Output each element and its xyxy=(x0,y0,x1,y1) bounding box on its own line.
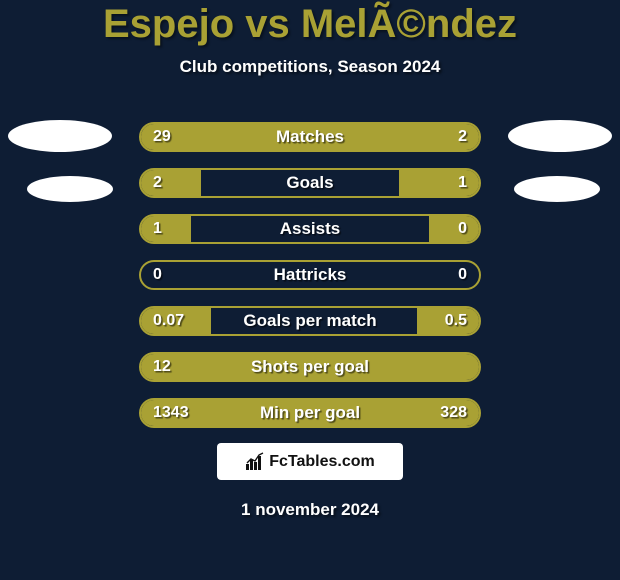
stat-row: 0.070.5Goals per match xyxy=(139,306,481,336)
avatar-ellipse xyxy=(8,120,112,152)
stat-row: 21Goals xyxy=(139,168,481,198)
stat-fill-right xyxy=(429,216,479,242)
comparison-subtitle: Club competitions, Season 2024 xyxy=(0,57,620,77)
stat-value-left: 1343 xyxy=(153,404,189,422)
player-right-avatar-group xyxy=(500,120,620,202)
avatar-ellipse xyxy=(514,176,600,202)
stat-row: 12Shots per goal xyxy=(139,352,481,382)
stat-value-right: 0 xyxy=(458,220,467,238)
brand-badge: FcTables.com xyxy=(217,443,403,480)
bar-chart-icon xyxy=(245,452,267,472)
stat-label: Hattricks xyxy=(141,265,479,285)
stat-row: 292Matches xyxy=(139,122,481,152)
stat-value-right: 1 xyxy=(458,174,467,192)
stat-row: 10Assists xyxy=(139,214,481,244)
stat-value-left: 0.07 xyxy=(153,312,184,330)
avatar-ellipse xyxy=(27,176,113,202)
stat-value-right: 328 xyxy=(440,404,467,422)
stat-fill-left xyxy=(141,124,403,150)
stats-container: 292Matches21Goals10Assists00Hattricks0.0… xyxy=(139,122,481,428)
avatar-ellipse xyxy=(508,120,612,152)
stat-value-right: 2 xyxy=(458,128,467,146)
stat-row: 1343328Min per goal xyxy=(139,398,481,428)
stat-value-left: 0 xyxy=(153,266,162,284)
stat-row: 0 0Hattricks xyxy=(139,260,481,290)
comparison-title: Espejo vs MelÃ©ndez xyxy=(0,0,620,47)
stat-value-right: 0.5 xyxy=(445,312,467,330)
stat-fill-left xyxy=(141,354,481,380)
stat-fill-left xyxy=(141,216,191,242)
stat-fill-left xyxy=(141,170,201,196)
stat-value-left: 12 xyxy=(153,358,171,376)
footer-date: 1 november 2024 xyxy=(0,500,620,520)
stat-value-left: 1 xyxy=(153,220,162,238)
player-left-avatar-group xyxy=(0,120,120,202)
brand-text: FcTables.com xyxy=(269,453,375,471)
stat-value-left: 2 xyxy=(153,174,162,192)
stat-value-left: 29 xyxy=(153,128,171,146)
stat-value-right: 0 xyxy=(458,266,467,284)
